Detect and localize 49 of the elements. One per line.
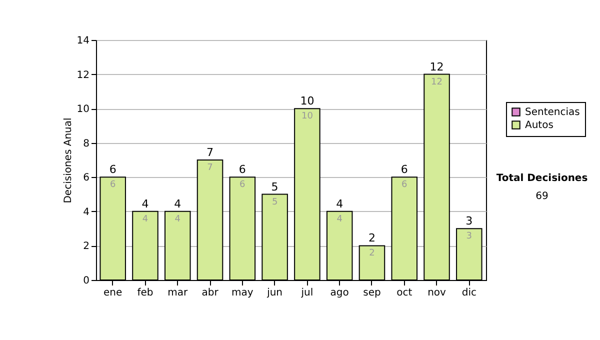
total-label: 5 xyxy=(271,180,278,194)
y-tick-label: 10 xyxy=(76,104,90,116)
data-label: 2 xyxy=(369,248,375,259)
total-label: 4 xyxy=(142,197,149,210)
total-label: 6 xyxy=(400,163,408,176)
y-tick-label: 2 xyxy=(83,241,90,252)
data-label: 10 xyxy=(301,112,314,122)
x-tick-label: jul xyxy=(300,288,314,298)
total-label: 6 xyxy=(109,163,116,176)
data-label: 6 xyxy=(402,180,408,190)
total-label: 4 xyxy=(174,197,182,210)
text: Total Decisiones xyxy=(496,173,588,184)
total-label: 2 xyxy=(368,232,376,245)
data-label: 4 xyxy=(336,214,343,224)
y-tick-label: 14 xyxy=(76,36,90,46)
x-tick-label: may xyxy=(232,288,254,298)
data-label: 6 xyxy=(240,180,246,190)
total-label: 10 xyxy=(300,94,314,108)
data-label: 7 xyxy=(207,163,213,173)
legend-label: Autos xyxy=(525,120,554,131)
x-tick-label: abr xyxy=(202,288,220,298)
y-tick-label: 4 xyxy=(83,206,90,218)
y-tick-label: 12 xyxy=(76,70,90,81)
legend-label: Sentencias xyxy=(525,107,580,118)
x-tick-label: jun xyxy=(266,288,283,298)
total-label: 4 xyxy=(336,197,344,210)
x-tick-label: ago xyxy=(330,288,349,298)
data-label: 6 xyxy=(110,180,116,190)
x-tick-label: dic xyxy=(462,288,476,298)
data-label: 5 xyxy=(272,197,278,208)
y-axis-title: Decisiones Anual xyxy=(62,118,74,204)
x-tick-label: nov xyxy=(428,288,446,298)
data-label: 4 xyxy=(142,214,148,224)
x-tick-label: mar xyxy=(168,288,189,298)
x-tick-label: sep xyxy=(363,288,381,298)
data-label: 12 xyxy=(431,77,442,88)
y-tick-label: 6 xyxy=(83,172,90,184)
x-tick-label: ene xyxy=(104,288,122,298)
data-label: 3 xyxy=(466,232,472,242)
data-label: 4 xyxy=(174,214,181,224)
text: 69 xyxy=(536,191,548,202)
total-label: 3 xyxy=(466,214,473,228)
total-label: 12 xyxy=(430,60,444,74)
y-tick-label: 8 xyxy=(83,138,90,150)
y-tick-label: 0 xyxy=(83,276,90,286)
total-label: 6 xyxy=(238,163,246,176)
total-label: 7 xyxy=(206,146,214,159)
x-tick-label: feb xyxy=(137,288,154,298)
x-tick-label: oct xyxy=(396,288,412,298)
